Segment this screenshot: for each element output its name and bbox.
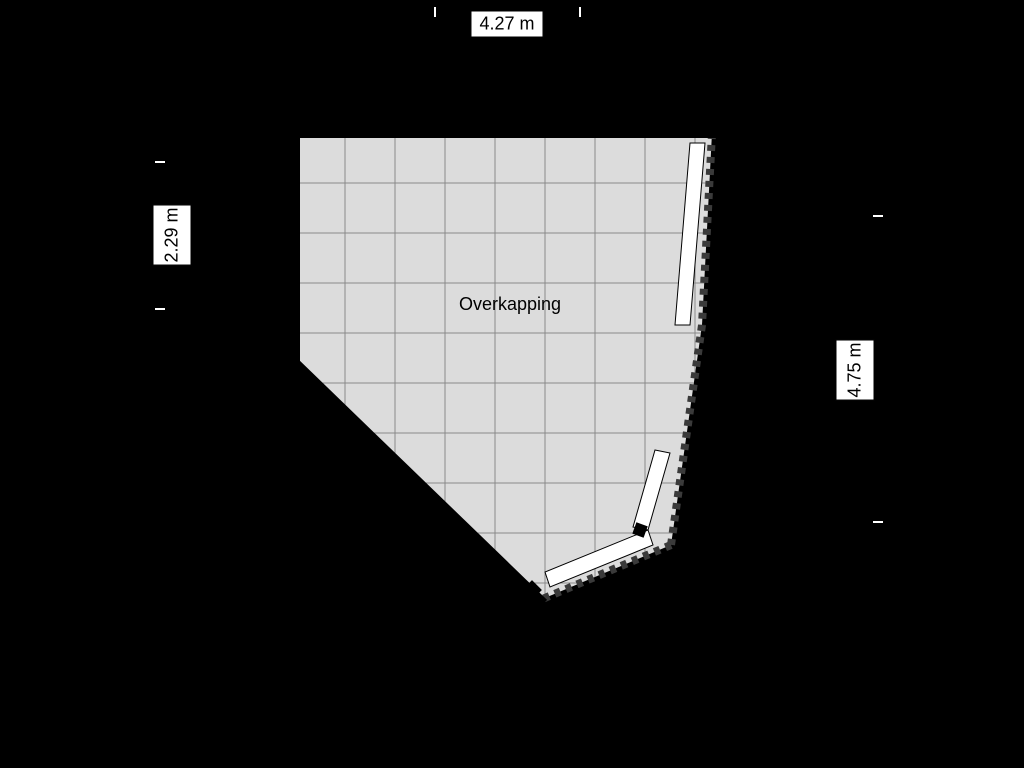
room-label: Overkapping (459, 294, 561, 314)
dimension-label-left: 2.29 m (153, 204, 192, 265)
room-polygon (295, 133, 712, 600)
dimension-label-right: 4.75 m (836, 339, 875, 400)
dimension-label-top: 4.27 m (470, 11, 543, 38)
